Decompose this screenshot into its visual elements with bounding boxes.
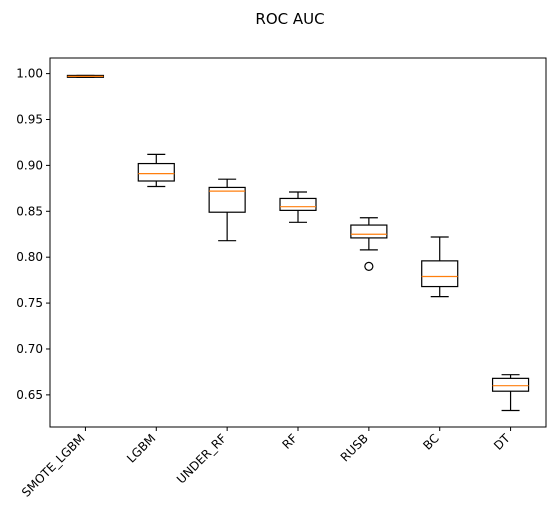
box-group	[66, 74, 105, 78]
box-iqr	[350, 224, 388, 239]
box-group	[491, 374, 530, 412]
box-group	[421, 236, 459, 298]
outlier-point	[364, 261, 374, 271]
box-iqr	[491, 377, 530, 392]
box-group	[208, 178, 246, 242]
box-iqr	[421, 260, 459, 288]
x-tick-label: RUSB	[338, 431, 371, 464]
chart-title: ROC AUC	[255, 10, 324, 28]
x-tick-label: UNDER_RF	[174, 431, 229, 486]
box-group	[137, 153, 175, 188]
y-tick-label: 0.80	[16, 250, 43, 264]
box-iqr	[208, 186, 246, 213]
y-tick-label: 0.85	[16, 204, 43, 218]
box-group	[350, 217, 388, 271]
y-tick-label: 0.75	[16, 296, 43, 310]
y-tick-label: 0.65	[16, 388, 43, 402]
x-tick-label: LGBM	[124, 431, 158, 465]
plot-frame	[49, 57, 547, 428]
y-tick-label: 1.00	[16, 67, 43, 81]
box-iqr	[137, 162, 175, 182]
x-tick-label: BC	[420, 431, 442, 453]
y-axis: 0.65 0.70 0.75 0.80 0.85 0.90 0.95 1.00	[16, 67, 50, 402]
y-tick-label: 0.95	[16, 113, 43, 127]
x-tick-label: DT	[491, 431, 513, 453]
box-group	[279, 191, 317, 223]
y-tick-label: 0.90	[16, 158, 43, 172]
boxes-layer	[66, 74, 530, 412]
y-tick-label: 0.70	[16, 342, 43, 356]
x-tick-label: RF	[279, 431, 300, 452]
x-tick-label: SMOTE_LGBM	[19, 431, 88, 500]
box-iqr	[279, 197, 317, 211]
x-axis: SMOTE_LGBM LGBM UNDER_RF RF RUSB BC DT	[19, 427, 513, 500]
